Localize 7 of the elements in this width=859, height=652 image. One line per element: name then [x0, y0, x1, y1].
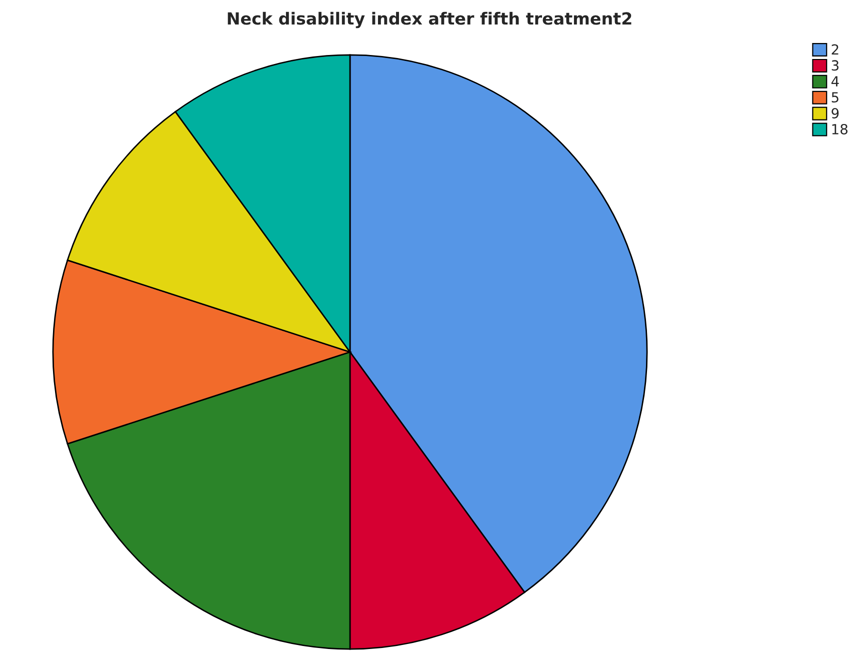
legend-label: 9 — [832, 108, 839, 118]
legend-label: 3 — [832, 60, 838, 71]
chart-title: Neck disability index after fifth treatment2 — [228, 12, 632, 28]
legend-label: 18 — [832, 124, 848, 134]
legend-label: 4 — [831, 76, 839, 86]
legend-label: 2 — [832, 44, 838, 55]
legend-label: 5 — [832, 92, 838, 103]
